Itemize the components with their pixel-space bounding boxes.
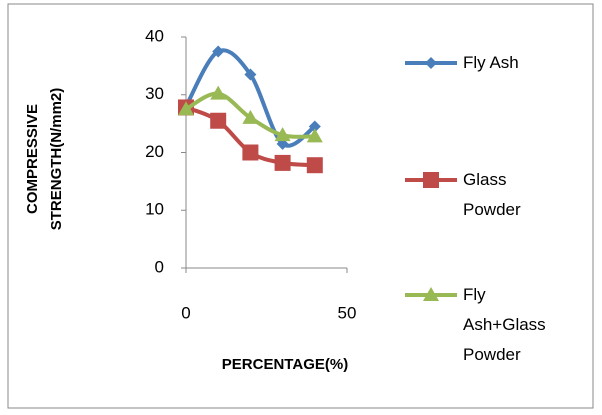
y-axis-label: COMPRESSIVE STRENGTH(N/mm2) (24, 87, 65, 231)
marker (210, 112, 227, 129)
y-tick-label: 0 (155, 257, 164, 276)
marker (423, 287, 439, 301)
marker (308, 120, 321, 133)
marker (242, 109, 259, 124)
marker (306, 128, 323, 143)
marker (178, 101, 194, 116)
marker (423, 172, 439, 188)
y-tick-label: 10 (145, 200, 164, 219)
legend-label: Fly Ash+Glass Powder (463, 285, 546, 364)
legend-label: Glass Powder (463, 170, 521, 219)
marker (212, 45, 225, 58)
marker (306, 157, 323, 174)
marker (242, 144, 259, 161)
chart-border (7, 3, 594, 409)
marker (210, 85, 227, 100)
y-tick-label: 40 (145, 26, 164, 45)
legend-label: Fly Ash (463, 53, 519, 72)
y-tick-label: 30 (145, 84, 164, 103)
x-tick-label: 50 (338, 303, 357, 322)
y-tick-label: 20 (145, 142, 164, 161)
marker (244, 68, 257, 81)
x-axis-label: PERCENTAGE(%) (221, 356, 349, 373)
marker (274, 154, 291, 171)
marker (274, 127, 291, 142)
marker (425, 57, 437, 69)
x-tick-label: 0 (181, 303, 190, 322)
